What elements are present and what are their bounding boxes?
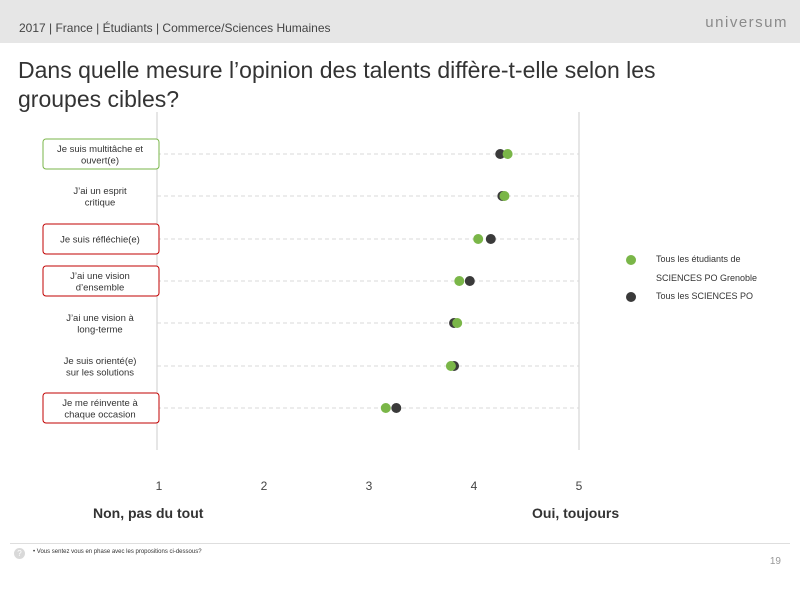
point-tous-les-sciences-po (391, 403, 402, 413)
x-tick-label: 4 (471, 479, 478, 493)
category-label: J’ai une vision d’ensemble (70, 271, 130, 294)
category-frame (42, 265, 160, 297)
point-sciences-po-grenoble (499, 191, 510, 201)
x-tick-label: 1 (156, 479, 163, 493)
category-label: Je suis réfléchie(e) (60, 235, 140, 246)
category-label: J’ai un esprit critique (73, 186, 127, 209)
footer-divider (10, 543, 790, 544)
category-label: Je me réinvente à chaque occasion (62, 398, 138, 421)
legend-marker-dark (626, 292, 636, 302)
point-sciences-po-grenoble (454, 276, 465, 286)
header-bar: 2017 | France | Étudiants | Commerce/Sci… (0, 0, 800, 43)
point-sciences-po-grenoble (445, 361, 456, 371)
brand-logo: universum (705, 14, 788, 31)
legend-label: Tous les étudiants de SCIENCES PO Grenob… (656, 254, 758, 283)
footnote: • Vous sentez vous en phase avec les pro… (33, 549, 202, 555)
scale-max-label: Oui, toujours (532, 505, 620, 521)
legend-marker-green (626, 255, 636, 265)
x-tick-label: 5 (576, 479, 583, 493)
scale-min-label: Non, pas du tout (93, 505, 204, 521)
point-sciences-po-grenoble (473, 234, 484, 244)
category-frame (42, 392, 160, 424)
legend-label: Tous les SCIENCES PO (656, 291, 754, 301)
page-number: 19 (769, 556, 781, 567)
point-sciences-po-grenoble (380, 403, 391, 413)
question-icon: ? (14, 548, 25, 559)
category-label: Je suis orienté(e) sur les solutions (64, 356, 137, 379)
category-frame (42, 138, 160, 170)
category-frame (42, 223, 160, 255)
point-tous-les-sciences-po (495, 149, 506, 159)
x-tick-label: 3 (366, 479, 373, 493)
point-sciences-po-grenoble (452, 318, 463, 328)
category-label: J’ai une vision à long-terme (66, 313, 134, 336)
page-title: Dans quelle mesure l’opinion des talents… (18, 57, 656, 112)
point-tous-les-sciences-po (464, 276, 475, 286)
category-label: Je suis multitâche et ouvert(e) (57, 144, 143, 167)
point-tous-les-sciences-po (485, 234, 496, 244)
x-tick-label: 2 (261, 479, 268, 493)
breadcrumb: 2017 | France | Étudiants | Commerce/Sci… (19, 21, 331, 35)
point-sciences-po-grenoble (502, 149, 513, 159)
